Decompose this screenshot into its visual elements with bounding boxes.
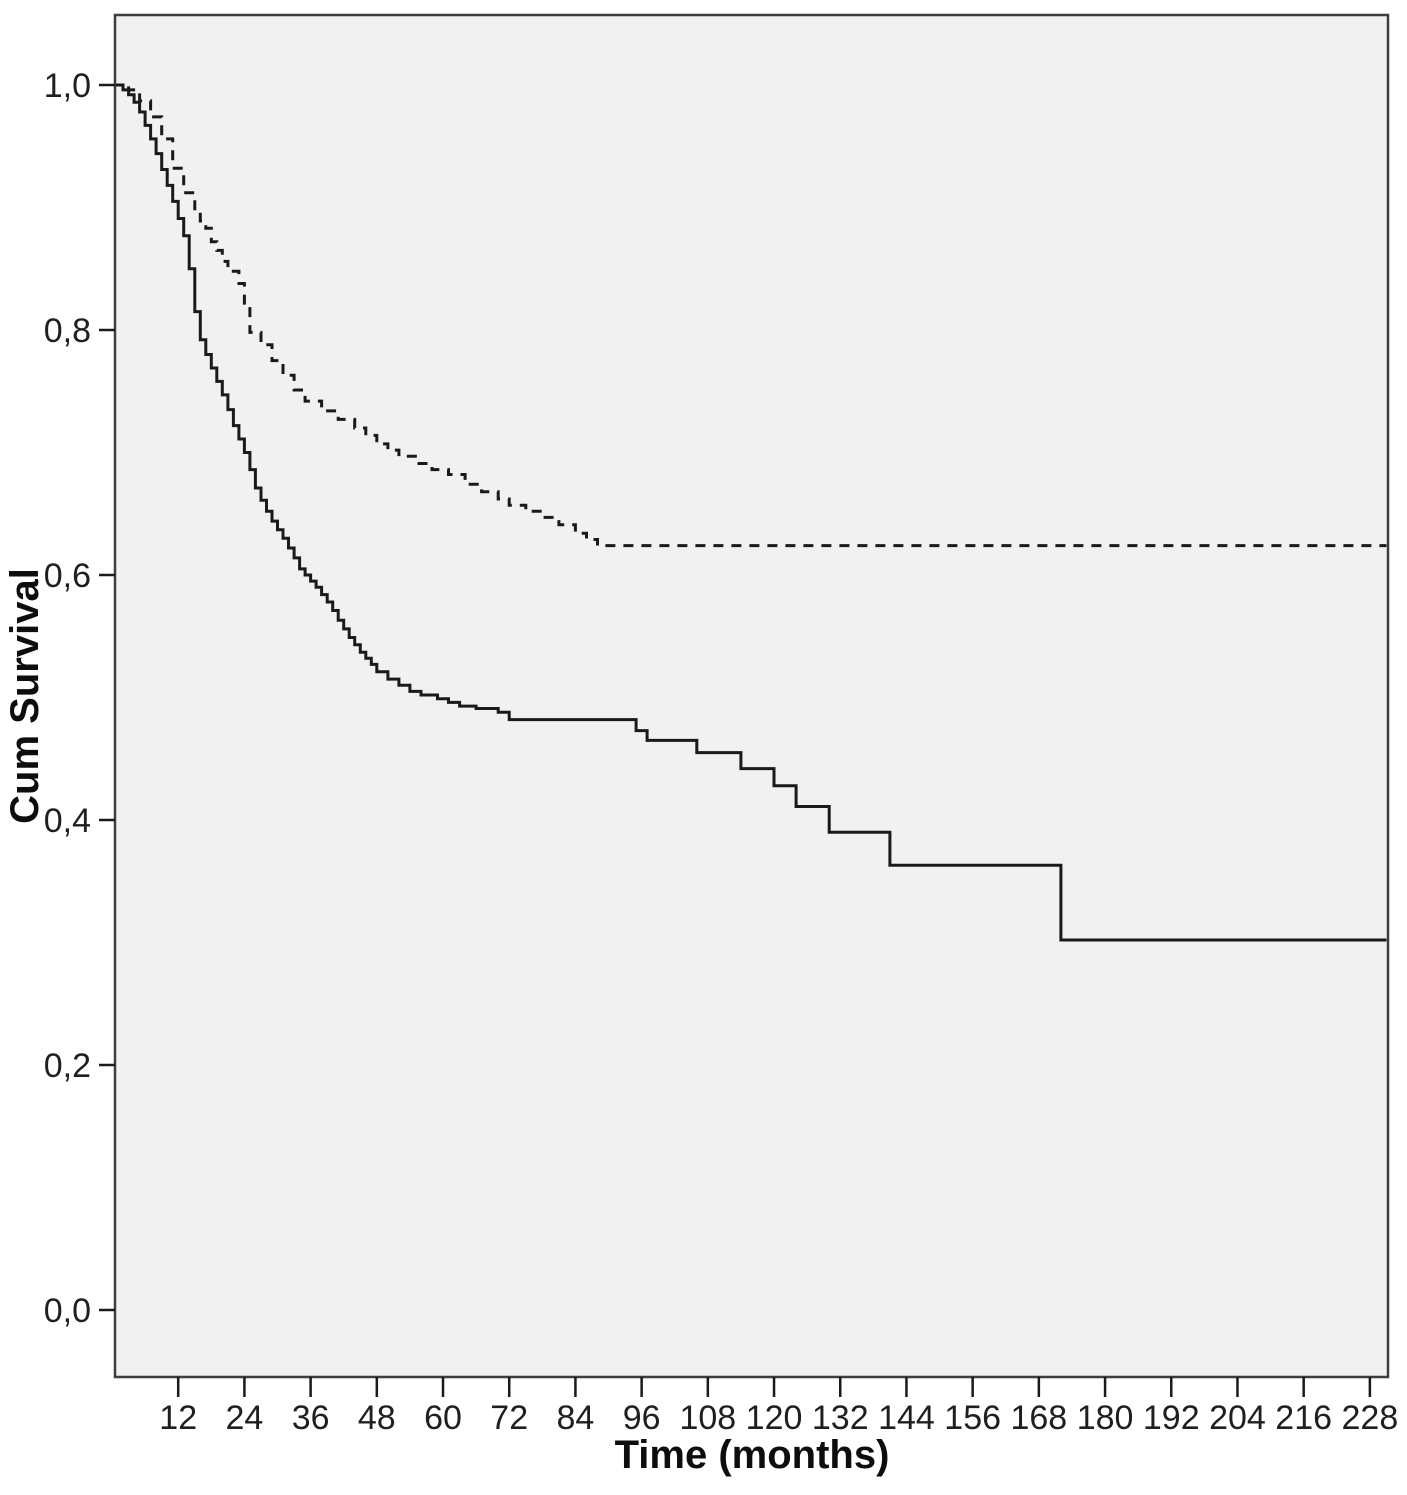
x-tick-label: 192 — [1143, 1399, 1200, 1437]
x-tick-label: 36 — [292, 1399, 330, 1437]
y-tick-label: 0,4 — [44, 802, 91, 840]
y-tick-label: 0,2 — [44, 1047, 91, 1085]
x-tick-label: 24 — [225, 1399, 263, 1437]
x-tick-label: 60 — [424, 1399, 462, 1437]
x-tick-label: 84 — [557, 1399, 595, 1437]
solid-curve-group — [116, 83, 1387, 942]
x-tick-label: 108 — [679, 1399, 736, 1437]
x-tick-label: 204 — [1209, 1399, 1266, 1437]
x-tick-label: 216 — [1275, 1399, 1332, 1437]
x-tick-label: 120 — [746, 1399, 803, 1437]
plot-area — [113, 13, 1390, 1379]
y-axis-title: Cum Survival — [3, 568, 47, 824]
x-tick-label: 228 — [1342, 1399, 1399, 1437]
x-tick-label: 96 — [623, 1399, 661, 1437]
x-tick-label: 180 — [1077, 1399, 1134, 1437]
y-tick-label: 0,8 — [44, 312, 91, 350]
x-tick-label: 144 — [878, 1399, 935, 1437]
x-axis-ticks: 12 24 36 48 60 72 84 96 108 120 132 144 156 168 180 192… — [159, 1377, 1398, 1437]
y-tick-label: 0,6 — [44, 557, 91, 595]
x-axis-title: Time (months) — [615, 1433, 890, 1477]
x-tick-label: 12 — [159, 1399, 197, 1437]
x-tick-label: 132 — [812, 1399, 869, 1437]
dashed-curve-group — [116, 83, 1387, 548]
x-tick-label: 156 — [944, 1399, 1001, 1437]
x-tick-label: 48 — [358, 1399, 396, 1437]
y-tick-label: 1,0 — [44, 67, 91, 105]
x-tick-label: 168 — [1010, 1399, 1067, 1437]
y-axis-ticks: 1,0 0,8 0,6 0,4 0,2 0,0 — [44, 67, 115, 1330]
y-tick-label: 0,0 — [44, 1292, 91, 1330]
survival-curves — [116, 83, 1387, 942]
x-tick-label: 72 — [490, 1399, 528, 1437]
